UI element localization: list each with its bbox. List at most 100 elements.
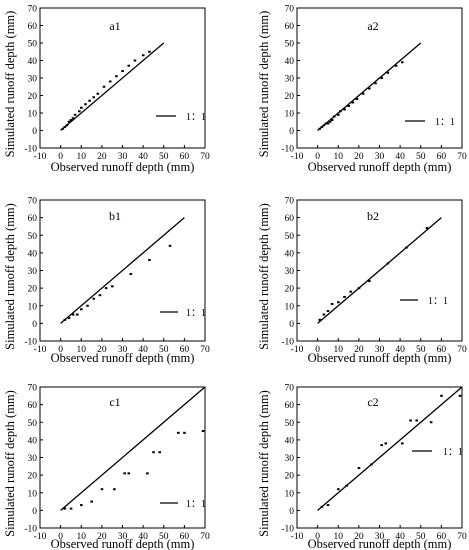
data-point: [386, 71, 390, 74]
data-point: [146, 472, 149, 475]
data-point: [201, 430, 205, 433]
data-point: [367, 87, 371, 90]
data-point: [345, 484, 348, 487]
y-tick-label: 50: [28, 40, 38, 50]
x-tick-label: 50: [159, 532, 169, 542]
data-point: [322, 124, 326, 127]
data-point: [80, 308, 83, 311]
data-point: [84, 103, 87, 106]
data-point: [370, 463, 373, 466]
one-to-one-line: [317, 217, 442, 324]
data-point: [115, 75, 118, 78]
data-point: [351, 101, 355, 104]
x-tick-label: 20: [97, 532, 107, 542]
data-point: [176, 431, 180, 434]
y-tick-label: 60: [28, 22, 38, 32]
data-point: [343, 108, 346, 111]
data-point: [330, 302, 334, 305]
legend-label: 1：1: [443, 447, 463, 458]
y-tick-label: 30: [28, 75, 38, 85]
data-point: [65, 124, 69, 127]
y-axis-title: Simulated runoff depth (mm): [3, 11, 17, 158]
y-tick-label: 70: [28, 197, 38, 207]
x-tick-label: 70: [200, 152, 210, 162]
y-tick-label: 70: [28, 5, 38, 15]
one-to-one-line: [60, 386, 206, 511]
x-tick-label: 60: [180, 345, 190, 355]
x-tick-label: 10: [77, 532, 87, 542]
x-axis-title: Observed runoff depth (mm): [51, 351, 195, 365]
data-point: [127, 472, 131, 475]
x-tick-label: 70: [200, 532, 210, 542]
y-tick-label: 0: [289, 507, 294, 517]
data-point: [168, 244, 172, 247]
chart-panel-b2: -10 0 10 20 30 40 50 60 70 -10 0 10 20 30 40 50 60 70 b2 1：…: [257, 197, 467, 366]
chart-panel-c1: -10 0 10 20 30 40 50 60 70 -10 0 10 20 30 40 50 60 70 c1 1：…: [3, 384, 210, 550]
data-point: [113, 488, 116, 491]
y-tick-label: -10: [281, 338, 294, 348]
data-point: [63, 507, 67, 510]
x-tick-label: 30: [375, 532, 385, 542]
y-tick-label: 30: [28, 267, 38, 277]
x-tick-label: -10: [34, 345, 47, 355]
data-point: [104, 287, 108, 290]
data-point: [133, 59, 137, 62]
x-tick-label: 0: [58, 152, 63, 162]
data-point: [63, 126, 67, 128]
y-axis-title: Simulated runoff depth (mm): [257, 11, 271, 158]
data-point: [71, 313, 75, 316]
y-tick-label: 40: [28, 57, 38, 67]
x-tick-label: 30: [375, 345, 385, 355]
data-point: [90, 500, 93, 503]
y-tick-label: 0: [289, 320, 294, 330]
data-point: [148, 50, 151, 53]
y-tick-label: -10: [281, 145, 294, 155]
data-point: [384, 442, 388, 445]
data-point: [322, 313, 326, 316]
x-tick-label: 20: [354, 345, 364, 355]
y-tick-label: 70: [285, 5, 295, 15]
x-tick-label: 30: [118, 345, 128, 355]
data-point: [127, 64, 131, 67]
y-tick-label: -10: [281, 525, 294, 535]
y-tick-label: -10: [24, 525, 37, 535]
y-tick-label: 0: [32, 127, 37, 137]
y-tick-label: 10: [285, 489, 295, 499]
chart-panel-a2: -10 0 10 20 30 40 50 60 70 -10 0 10 20 30 40 50 60 70 a2 1：…: [257, 5, 467, 175]
x-tick-label: 40: [138, 532, 148, 542]
data-point: [405, 246, 408, 249]
y-tick-label: 20: [285, 285, 295, 295]
data-point: [332, 115, 336, 118]
x-tick-label: 50: [416, 345, 426, 355]
y-tick-label: 0: [32, 320, 37, 330]
data-point: [367, 280, 371, 283]
data-point: [69, 119, 73, 121]
data-point: [318, 127, 322, 130]
data-point: [110, 285, 114, 288]
y-tick-label: 30: [285, 267, 295, 277]
y-tick-label: 20: [28, 472, 38, 482]
chart-panel-a1: -10 0 10 20 30 40 50 60 70 -10 0 10 20 30 40 50 60 70 a1 1：…: [3, 5, 210, 175]
data-point: [440, 394, 443, 397]
x-tick-label: 20: [354, 152, 364, 162]
x-axis-title: Observed runoff depth (mm): [51, 537, 195, 550]
y-tick-label: 10: [285, 110, 295, 120]
y-tick-label: -10: [24, 145, 37, 155]
legend-label: 1：1: [186, 112, 206, 123]
data-point: [121, 70, 124, 72]
x-tick-label: 60: [437, 345, 447, 355]
panel-title: c2: [367, 395, 378, 409]
data-point: [96, 92, 100, 95]
data-point: [380, 444, 383, 447]
data-point: [328, 120, 332, 123]
x-tick-label: 70: [457, 532, 467, 542]
y-axis-title: Simulated runoff depth (mm): [257, 390, 271, 537]
data-point: [318, 318, 322, 321]
y-tick-label: 50: [285, 40, 295, 50]
data-point: [355, 98, 359, 100]
data-point: [100, 488, 104, 491]
x-axis-title: Observed runoff depth (mm): [308, 351, 452, 365]
data-point: [400, 442, 404, 445]
y-tick-label: 20: [285, 92, 295, 102]
